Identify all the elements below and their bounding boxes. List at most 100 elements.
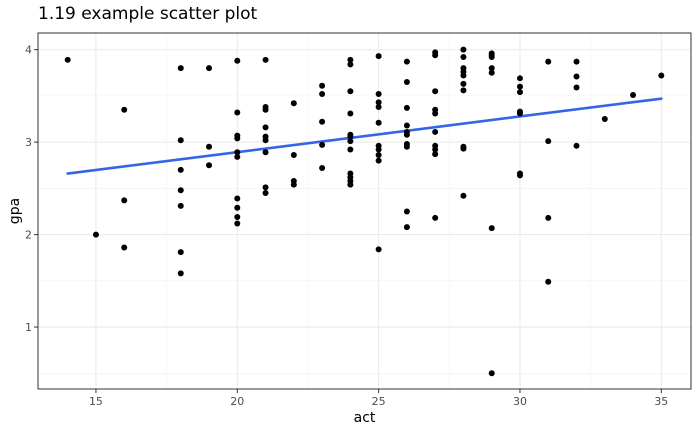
- data-point: [375, 119, 382, 126]
- data-point: [375, 146, 382, 153]
- data-point: [403, 208, 410, 215]
- data-point: [262, 124, 269, 131]
- y-tick-label: 4: [25, 44, 32, 57]
- data-point: [375, 99, 382, 106]
- data-point: [630, 91, 637, 98]
- x-axis-title: act: [354, 410, 376, 426]
- data-point: [432, 146, 439, 153]
- grid: [38, 33, 691, 389]
- data-point: [234, 204, 241, 211]
- data-point: [234, 57, 241, 64]
- data-point: [177, 166, 184, 173]
- data-point: [347, 56, 354, 63]
- data-point: [234, 153, 241, 160]
- data-point: [432, 52, 439, 59]
- axes: 15 20 25 30 35 1 2 3 4: [25, 44, 668, 408]
- data-point: [403, 104, 410, 111]
- data-point: [319, 141, 326, 148]
- data-point: [488, 69, 495, 76]
- points-layer: [64, 46, 665, 377]
- data-point: [290, 100, 297, 107]
- data-point: [206, 162, 213, 169]
- data-point: [262, 106, 269, 113]
- data-point: [206, 65, 213, 72]
- data-point: [375, 103, 382, 110]
- data-point: [545, 214, 552, 221]
- x-tick-label: 30: [513, 395, 527, 408]
- data-point: [177, 137, 184, 144]
- y-axis-title: gpa: [7, 198, 23, 224]
- data-point: [403, 143, 410, 150]
- data-point: [488, 370, 495, 377]
- data-point: [432, 88, 439, 95]
- data-point: [460, 145, 467, 152]
- y-tick-label: 3: [25, 136, 32, 149]
- data-point: [319, 165, 326, 172]
- regression-line: [66, 97, 663, 175]
- data-point: [234, 135, 241, 142]
- data-point: [432, 151, 439, 158]
- y-tick-label: 2: [25, 229, 32, 242]
- data-point: [177, 65, 184, 72]
- data-point: [573, 142, 580, 149]
- data-point: [460, 54, 467, 61]
- data-point: [319, 82, 326, 89]
- data-point: [516, 110, 523, 117]
- data-point: [432, 110, 439, 117]
- data-point: [573, 73, 580, 80]
- data-point: [460, 72, 467, 79]
- data-point: [262, 56, 269, 63]
- data-point: [121, 197, 128, 204]
- data-point: [262, 184, 269, 191]
- data-point: [347, 181, 354, 188]
- data-point: [290, 181, 297, 188]
- data-point: [177, 270, 184, 277]
- data-point: [375, 152, 382, 159]
- data-point: [234, 220, 241, 227]
- data-point: [347, 138, 354, 145]
- data-point: [262, 189, 269, 196]
- data-point: [488, 65, 495, 72]
- data-point: [347, 110, 354, 117]
- data-point: [319, 91, 326, 98]
- data-point: [234, 195, 241, 202]
- data-point: [234, 214, 241, 221]
- data-point: [460, 80, 467, 87]
- data-point: [375, 246, 382, 253]
- data-point: [573, 58, 580, 65]
- data-point: [488, 54, 495, 61]
- y-tick-label: 1: [25, 321, 32, 334]
- data-point: [460, 46, 467, 53]
- data-point: [347, 133, 354, 140]
- data-point: [545, 278, 552, 285]
- data-point: [403, 224, 410, 231]
- data-point: [234, 149, 241, 156]
- data-point: [92, 231, 99, 238]
- data-point: [319, 118, 326, 125]
- data-point: [375, 157, 382, 164]
- data-point: [347, 146, 354, 153]
- data-point: [573, 84, 580, 91]
- data-point: [658, 72, 665, 79]
- chart-title: 1.19 example scatter plot: [38, 4, 258, 24]
- x-tick-label: 25: [372, 395, 386, 408]
- data-point: [262, 149, 269, 156]
- plot-panel-border: [37, 32, 692, 390]
- data-point: [206, 143, 213, 150]
- data-point: [177, 249, 184, 256]
- data-point: [516, 172, 523, 179]
- data-point: [545, 58, 552, 65]
- data-point: [516, 89, 523, 96]
- x-tick-label: 15: [89, 395, 103, 408]
- data-point: [403, 131, 410, 138]
- data-point: [460, 87, 467, 94]
- data-point: [432, 128, 439, 135]
- data-point: [177, 187, 184, 194]
- data-point: [121, 244, 128, 251]
- data-point: [516, 83, 523, 90]
- data-point: [375, 53, 382, 60]
- data-point: [403, 122, 410, 129]
- data-point: [516, 75, 523, 82]
- data-point: [488, 225, 495, 232]
